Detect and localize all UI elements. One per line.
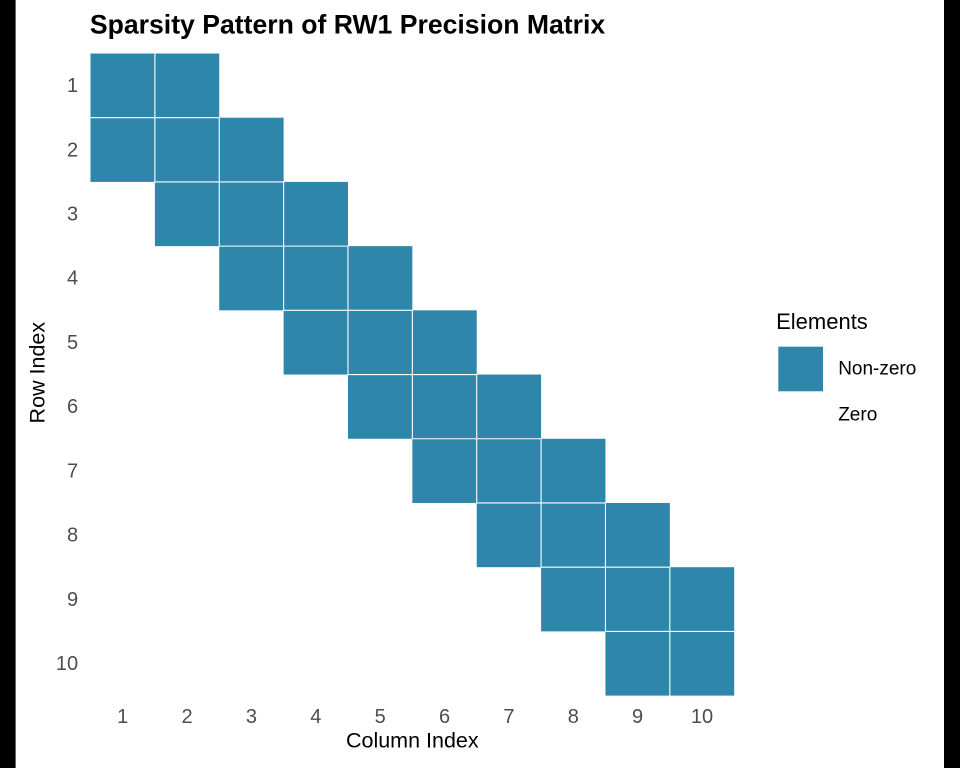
svg-text:10: 10	[56, 653, 78, 675]
svg-text:7: 7	[503, 706, 514, 728]
svg-text:9: 9	[67, 589, 78, 611]
svg-text:6: 6	[439, 706, 450, 728]
svg-text:4: 4	[310, 706, 321, 728]
svg-text:Column Index: Column Index	[346, 729, 479, 753]
svg-text:9: 9	[632, 706, 643, 728]
svg-text:Elements: Elements	[776, 309, 868, 334]
svg-text:10: 10	[691, 706, 713, 728]
svg-text:Sparsity Pattern of RW1 Precis: Sparsity Pattern of RW1 Precision Matrix	[90, 10, 605, 40]
svg-text:Row Index: Row Index	[26, 322, 50, 424]
svg-text:Non-zero: Non-zero	[838, 359, 916, 380]
svg-text:1: 1	[117, 706, 128, 728]
svg-text:7: 7	[67, 460, 78, 482]
svg-text:8: 8	[568, 706, 579, 728]
svg-text:5: 5	[67, 332, 78, 354]
svg-text:3: 3	[246, 706, 257, 728]
svg-text:5: 5	[375, 706, 386, 728]
svg-text:8: 8	[67, 525, 78, 547]
svg-text:1: 1	[67, 75, 78, 97]
svg-text:4: 4	[67, 268, 78, 290]
svg-text:2: 2	[182, 706, 193, 728]
svg-text:3: 3	[67, 204, 78, 226]
svg-text:6: 6	[67, 396, 78, 418]
svg-text:2: 2	[67, 139, 78, 161]
svg-text:Zero: Zero	[838, 405, 877, 426]
